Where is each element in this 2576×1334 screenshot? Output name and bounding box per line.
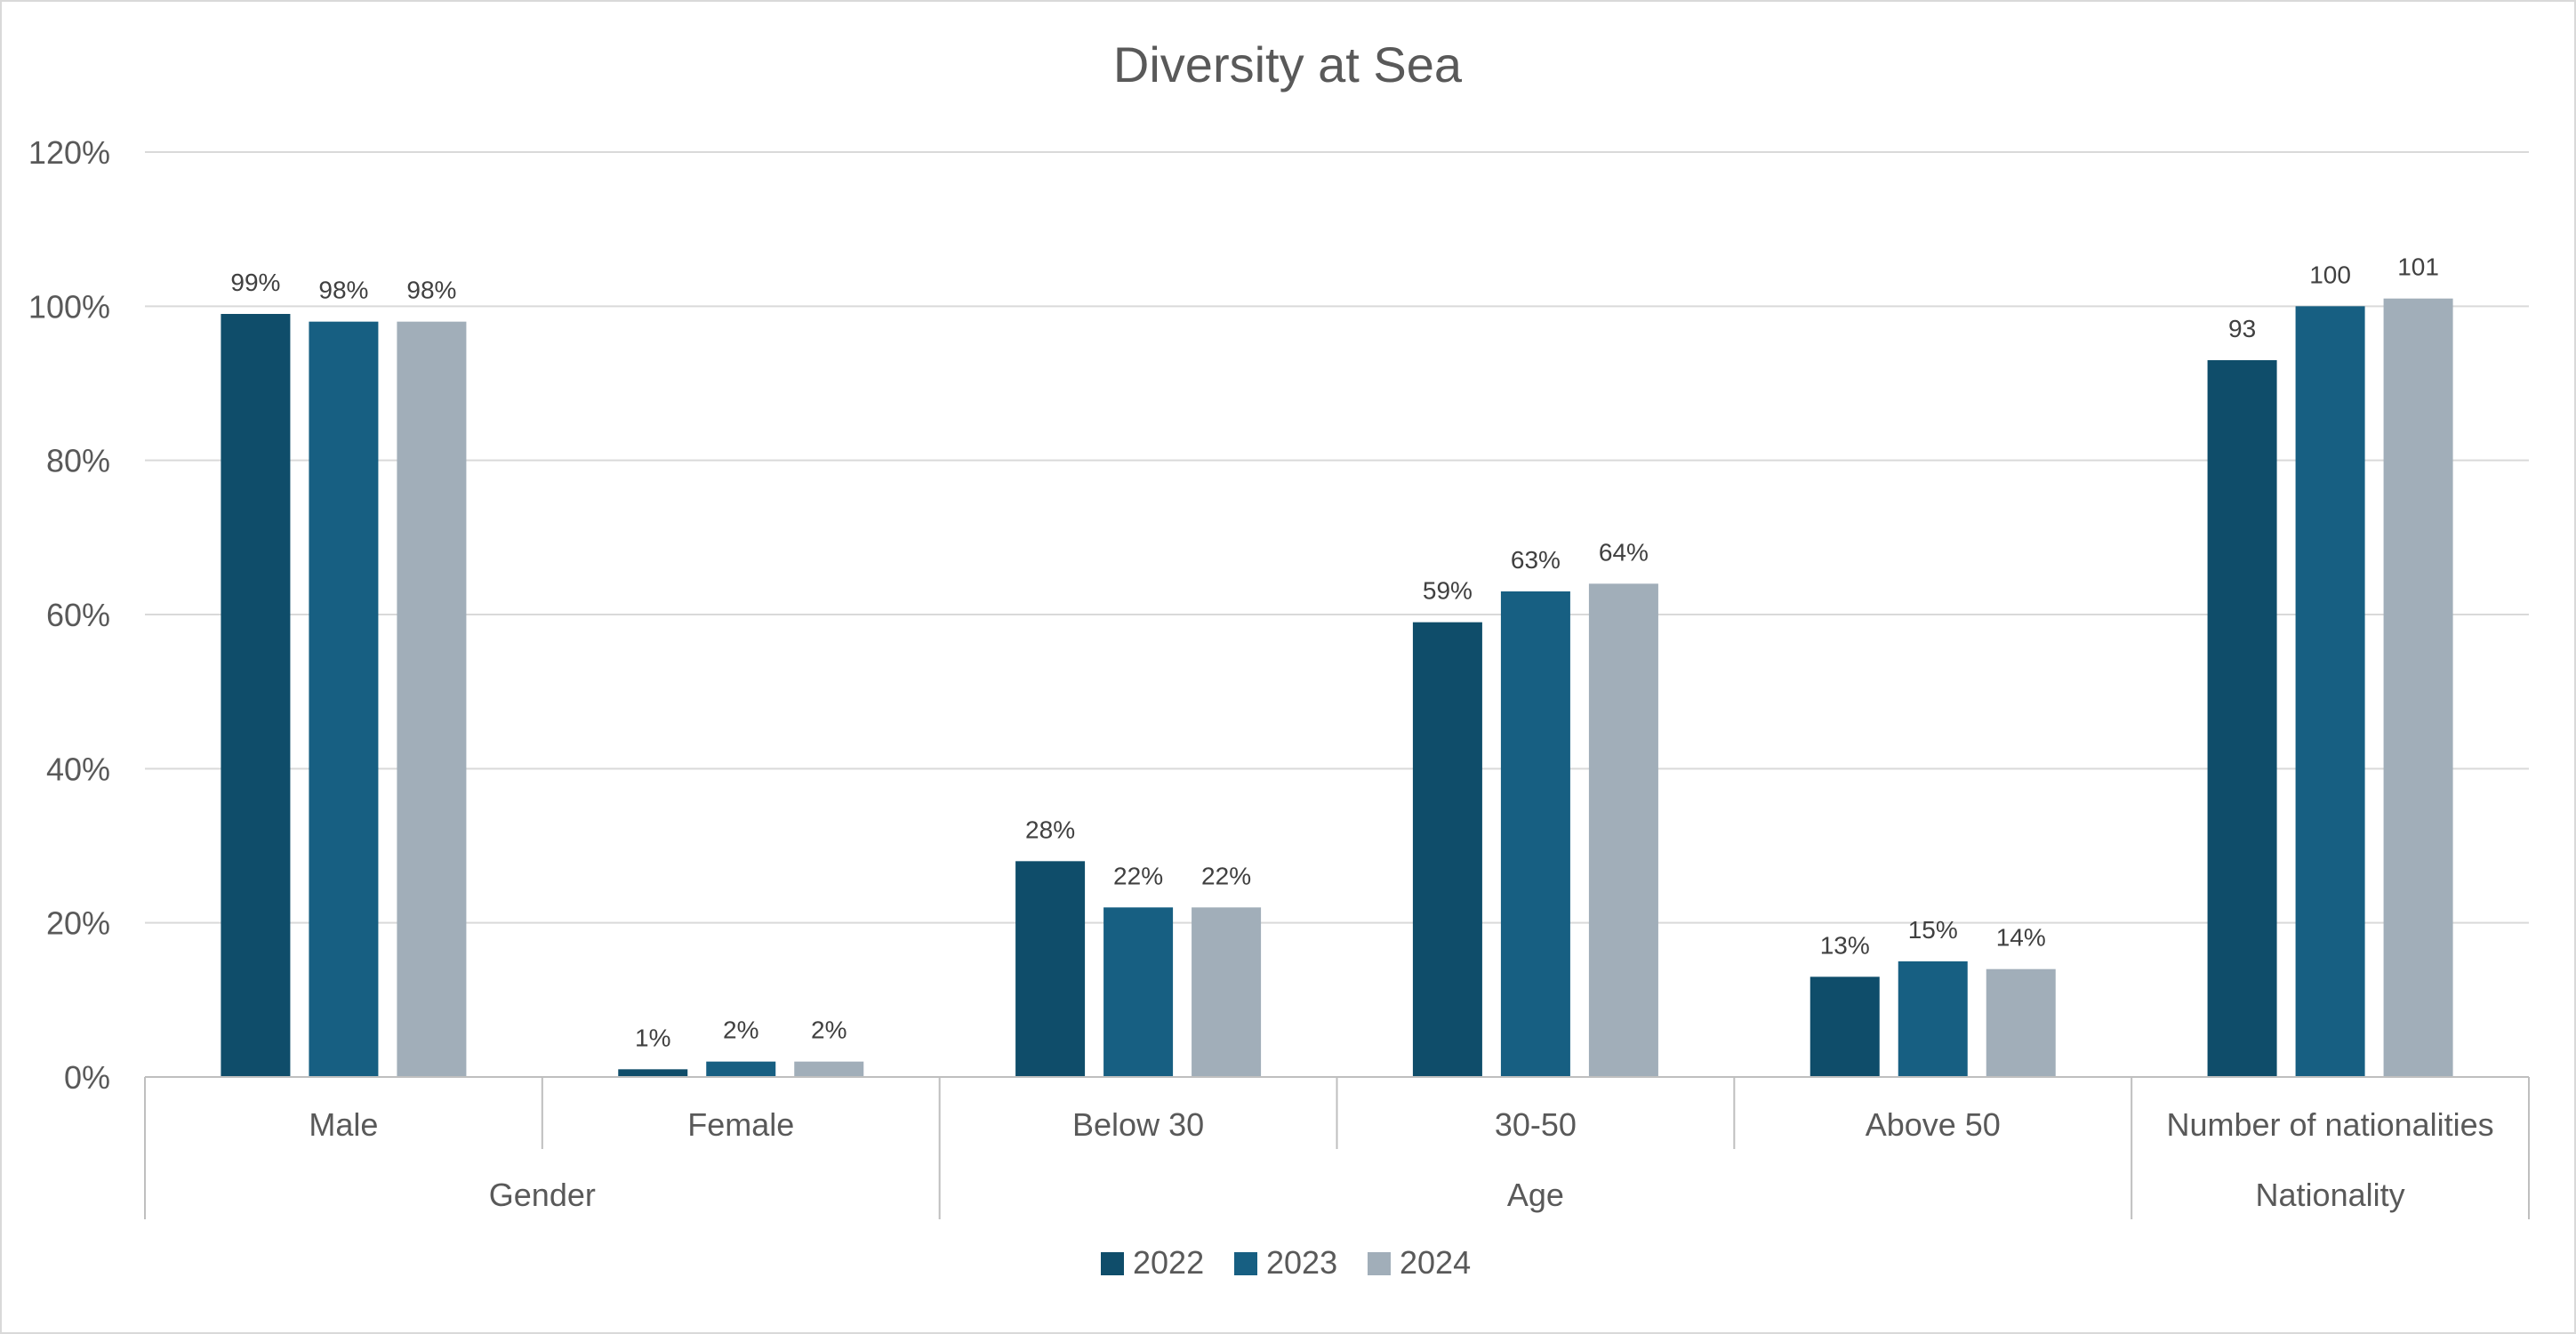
data-label: 101 bbox=[2397, 253, 2439, 281]
legend-item-2022: 2022 bbox=[1101, 1244, 1204, 1281]
data-label: 28% bbox=[1025, 816, 1075, 843]
data-label: 93 bbox=[2228, 315, 2256, 342]
chart-title: Diversity at Sea bbox=[1113, 36, 1463, 92]
x-tick-label-number-of-nationalities: Number of nationalities bbox=[2166, 1106, 2493, 1143]
bar-above-50-2022 bbox=[1810, 976, 1880, 1077]
data-label: 100 bbox=[2309, 261, 2351, 288]
data-label: 59% bbox=[1423, 577, 1473, 605]
bar-below-30-2024 bbox=[1192, 907, 1262, 1077]
legend-item-2023: 2023 bbox=[1234, 1244, 1337, 1281]
data-label: 64% bbox=[1599, 538, 1649, 566]
x-axis: Male Female Below 30 30-50 Above 50 Number of… bbox=[144, 1076, 2530, 1219]
data-label: 22% bbox=[1113, 862, 1163, 889]
y-tick-label: 80% bbox=[46, 443, 110, 479]
bars bbox=[221, 298, 2453, 1078]
x-tick-label-above-50: Above 50 bbox=[1866, 1106, 2001, 1143]
legend-label: 2023 bbox=[1266, 1244, 1337, 1281]
y-tick-label: 100% bbox=[28, 288, 110, 325]
data-label: 13% bbox=[1820, 931, 1870, 959]
data-labels: 99% 98% 98% 1% 2% 2% 28% 22% 22% 59% 63% 64% 13% 15% 1… bbox=[230, 253, 2439, 1052]
gridlines bbox=[145, 151, 2529, 924]
bar-number-of-nationalities-2022 bbox=[2207, 360, 2277, 1077]
bar-female-2022 bbox=[618, 1069, 688, 1077]
legend: 2022 2023 2024 bbox=[1101, 1244, 1471, 1281]
x-group-label-nationality: Nationality bbox=[2256, 1177, 2405, 1213]
data-label: 1% bbox=[635, 1024, 670, 1051]
legend-swatch bbox=[1368, 1252, 1391, 1275]
y-tick-label: 40% bbox=[46, 751, 110, 787]
data-label: 98% bbox=[406, 277, 456, 304]
legend-item-2024: 2024 bbox=[1368, 1244, 1471, 1281]
bar-30-50-2024 bbox=[1588, 583, 1658, 1077]
y-tick-label: 0% bbox=[64, 1059, 110, 1096]
bar-female-2023 bbox=[706, 1061, 776, 1077]
x-tick-label-30-50: 30-50 bbox=[1495, 1106, 1577, 1143]
bar-below-30-2023 bbox=[1103, 907, 1174, 1077]
x-tick-label-male: Male bbox=[309, 1106, 378, 1143]
y-axis-ticks: 0% 20% 40% 60% 80% 100% 120% bbox=[28, 134, 110, 1096]
bar-30-50-2022 bbox=[1412, 622, 1482, 1077]
legend-swatch bbox=[1101, 1252, 1124, 1275]
x-group-label-gender: Gender bbox=[489, 1177, 596, 1213]
bar-below-30-2022 bbox=[1015, 861, 1086, 1077]
y-tick-label: 60% bbox=[46, 597, 110, 633]
data-label: 63% bbox=[1511, 546, 1561, 574]
y-tick-label: 20% bbox=[46, 905, 110, 942]
data-label: 22% bbox=[1201, 862, 1251, 889]
x-tick-label-female: Female bbox=[687, 1106, 794, 1143]
bar-male-2022 bbox=[221, 314, 291, 1077]
data-label: 2% bbox=[723, 1017, 758, 1044]
legend-swatch bbox=[1234, 1252, 1257, 1275]
data-label: 15% bbox=[1908, 916, 1958, 944]
bar-above-50-2023 bbox=[1898, 961, 1968, 1077]
bar-number-of-nationalities-2024 bbox=[2383, 298, 2453, 1078]
bar-above-50-2024 bbox=[1986, 968, 2056, 1077]
data-label: 99% bbox=[230, 269, 280, 296]
y-tick-label: 120% bbox=[28, 134, 110, 171]
data-label: 2% bbox=[811, 1017, 847, 1044]
bar-30-50-2023 bbox=[1500, 591, 1570, 1077]
data-label: 98% bbox=[318, 277, 368, 304]
bar-number-of-nationalities-2023 bbox=[2295, 306, 2365, 1077]
x-tick-label-below-30: Below 30 bbox=[1072, 1106, 1204, 1143]
legend-label: 2024 bbox=[1400, 1244, 1471, 1281]
x-group-label-age: Age bbox=[1507, 1177, 1564, 1213]
legend-label: 2022 bbox=[1133, 1244, 1204, 1281]
data-label: 14% bbox=[1996, 924, 2046, 952]
bar-male-2023 bbox=[309, 321, 379, 1078]
bar-female-2024 bbox=[794, 1061, 864, 1077]
bar-male-2024 bbox=[397, 321, 467, 1078]
